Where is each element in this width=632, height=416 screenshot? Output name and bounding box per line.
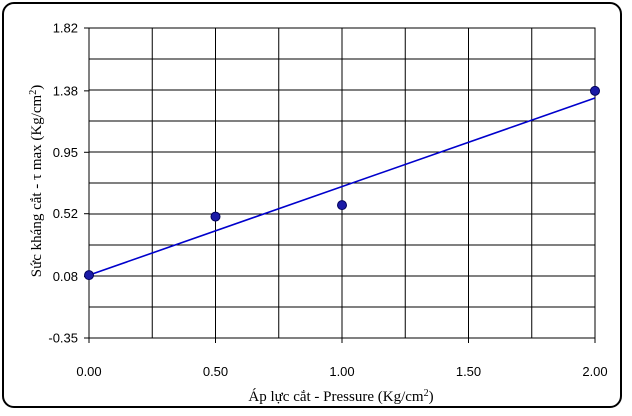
y-tick-label: 0.08: [53, 269, 78, 284]
y-tick-label: 1.82: [53, 21, 78, 36]
y-tick-label: 1.38: [53, 83, 78, 98]
y-axis-title: Sức kháng cắt - τ max (Kg/cm2): [28, 85, 46, 277]
grid: [89, 28, 595, 338]
x-axis-title: Áp lực cắt - Pressure (Kg/cm2): [248, 388, 433, 406]
y-tick-label: -0.35: [48, 331, 78, 346]
data-point: [210, 211, 221, 222]
data-point: [84, 270, 94, 281]
chart-frame: [2, 2, 622, 408]
data-point: [590, 85, 600, 96]
x-tick-label: 0.50: [203, 364, 228, 379]
x-tick-label: 1.50: [456, 364, 481, 379]
data-points: [84, 85, 600, 281]
x-tick-label: 0.00: [76, 364, 101, 379]
x-tick-label: 1.00: [329, 364, 354, 379]
tick-labels: 0.00 0.50 1.00 1.50 2.00 1.82 1.38 0.95 0.52 0.08…: [48, 21, 607, 380]
data-point: [337, 200, 347, 211]
x-tick-label: 2.00: [582, 364, 607, 379]
y-tick-label: 0.52: [53, 206, 78, 221]
trendline: [88, 97, 596, 276]
y-tick-label: 0.95: [53, 145, 78, 160]
